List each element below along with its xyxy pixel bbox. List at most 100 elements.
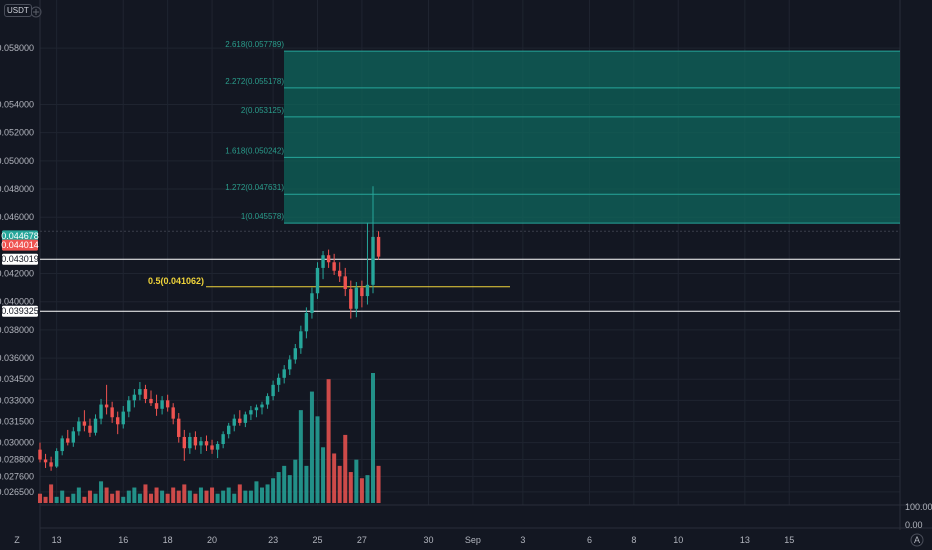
volume-bar: [149, 493, 153, 503]
candle-body: [193, 436, 198, 446]
time-tick-label: 18: [163, 535, 173, 545]
price-tick-label: 0.033000: [0, 395, 34, 405]
candle-body: [354, 287, 359, 309]
fib-extension-band: [284, 87, 900, 117]
time-tick-label: 3: [520, 535, 525, 545]
volume-bar: [248, 490, 253, 503]
candle-body: [254, 407, 259, 411]
candle-body: [376, 236, 381, 257]
price-tick-label: 0.031500: [0, 416, 34, 426]
price-tick-label: 0.026500: [0, 487, 34, 497]
price-tag[interactable]: [2, 305, 38, 317]
price-tag-label: 0.039325: [1, 306, 39, 316]
time-tick-label: 23: [268, 535, 278, 545]
price-tag[interactable]: [2, 239, 38, 251]
price-tick-label: 0.050000: [0, 156, 34, 166]
fib-half-line[interactable]: 0.5(0.041062): [148, 276, 510, 288]
volume-bar: [276, 472, 281, 503]
price-tick-label: 0.042000: [0, 269, 34, 279]
fib-extension-band: [284, 116, 900, 158]
volume-bar: [298, 410, 303, 503]
price-axis[interactable]: 0.058000 0.054000 0.052000 0.050000 0.048000…: [0, 43, 39, 497]
volume-bar: [315, 416, 320, 503]
candle-body: [71, 431, 75, 443]
candle-body: [282, 369, 286, 378]
fib-half-label: 0.5(0.041062): [148, 276, 204, 286]
candle-body: [177, 418, 181, 437]
volume-bar: [359, 478, 364, 503]
volume-bar: [337, 465, 342, 503]
quote-currency-label[interactable]: USDT: [4, 4, 32, 17]
volume-bar: [65, 496, 70, 503]
volume-bar: [115, 490, 120, 503]
auto-scale-label-icon: A: [914, 535, 920, 545]
volume-bar: [76, 487, 81, 503]
candle-body: [199, 441, 203, 446]
volume-bar: [221, 490, 226, 503]
fib-extension-zone[interactable]: 1(0.045578) 1.272(0.047631) 1.618(0.050242…: [40, 40, 900, 232]
candle-body: [116, 417, 120, 425]
volume-bar: [210, 487, 215, 503]
fib-level-label: 2(0.053125): [241, 106, 284, 115]
candle-body: [365, 284, 370, 297]
price-tick-label: 0.038000: [0, 325, 34, 335]
plus-icon: [33, 9, 39, 15]
fib-extension-band: [284, 194, 900, 224]
candle-body: [99, 404, 103, 419]
candle-body: [149, 398, 153, 404]
candle-body: [82, 421, 87, 426]
candlesticks: [38, 186, 381, 471]
price-tick-label: 0.054000: [0, 99, 34, 109]
candle-body: [221, 434, 225, 445]
horizontal-lines[interactable]: [40, 258, 900, 312]
volume-bar: [176, 490, 181, 503]
fib-level-label: 1.618(0.050242): [225, 146, 284, 155]
price-tag[interactable]: [2, 230, 38, 242]
candle-body: [371, 236, 375, 285]
volume-bar: [282, 465, 287, 503]
price-tag[interactable]: [2, 253, 38, 265]
time-tick-label: 20: [207, 535, 217, 545]
candle-body: [138, 389, 142, 395]
candle-body: [77, 421, 81, 432]
volume-bars: [38, 373, 381, 503]
volume-bar: [171, 487, 176, 503]
volume-bar: [193, 493, 198, 503]
candle-body: [104, 404, 109, 408]
price-tick-label: 0.028800: [0, 455, 34, 465]
candle-body: [227, 425, 231, 435]
time-axis[interactable]: 13 16 18 20 23 25 27 30 Sep 3 6 8 10 13 15: [52, 535, 795, 545]
time-tick-label: 10: [673, 535, 683, 545]
candle-body: [215, 444, 220, 450]
volume-bar: [293, 459, 298, 503]
candle-body: [310, 293, 314, 313]
candle-body: [171, 407, 175, 419]
candle-body: [154, 403, 159, 409]
price-tick-label: 0.027600: [0, 471, 34, 481]
time-tick-label: 15: [784, 535, 794, 545]
time-tick-label: 25: [312, 535, 322, 545]
candle-body: [143, 389, 148, 399]
candle-body: [182, 436, 186, 449]
volume-bar: [204, 490, 209, 503]
volume-bar: [187, 490, 192, 503]
volume-bar: [343, 434, 348, 503]
candle-body: [338, 270, 342, 277]
candle-body: [321, 255, 325, 268]
volume-bar: [54, 496, 59, 503]
candle-body: [132, 394, 137, 401]
time-tick-label: 30: [423, 535, 433, 545]
volume-bar: [71, 493, 76, 503]
candle-body: [304, 312, 309, 332]
indicator-tick-label: 0.00: [905, 520, 923, 530]
volume-bar: [265, 484, 270, 503]
candle-body: [121, 411, 125, 425]
volume-bar: [287, 475, 292, 503]
time-tick-label: 8: [631, 535, 636, 545]
auto-scale-icon: [910, 533, 924, 547]
volume-bar: [304, 465, 309, 503]
volume-bar: [232, 493, 237, 503]
candle-body: [349, 289, 353, 309]
candle-body: [265, 396, 270, 405]
